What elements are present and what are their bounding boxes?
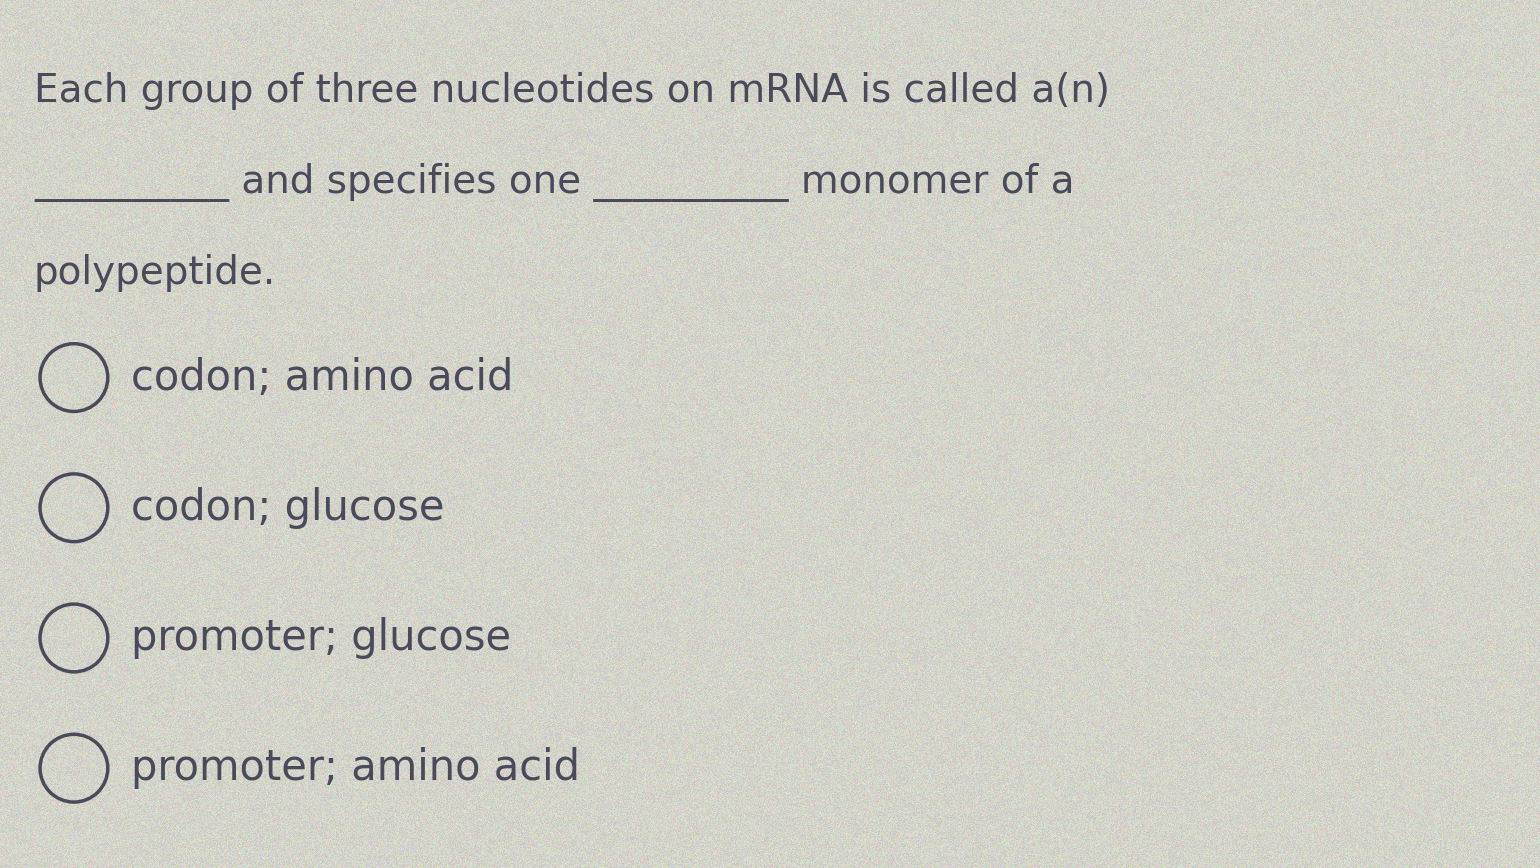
Text: promoter; glucose: promoter; glucose: [131, 617, 511, 659]
Text: __________ and specifies one __________ monomer of a: __________ and specifies one __________ …: [34, 163, 1075, 201]
Text: codon; glucose: codon; glucose: [131, 487, 445, 529]
Text: promoter; amino acid: promoter; amino acid: [131, 747, 581, 789]
Text: codon; amino acid: codon; amino acid: [131, 357, 513, 398]
Text: Each group of three nucleotides on mRNA is called a(n): Each group of three nucleotides on mRNA …: [34, 72, 1110, 110]
Text: polypeptide.: polypeptide.: [34, 254, 276, 293]
